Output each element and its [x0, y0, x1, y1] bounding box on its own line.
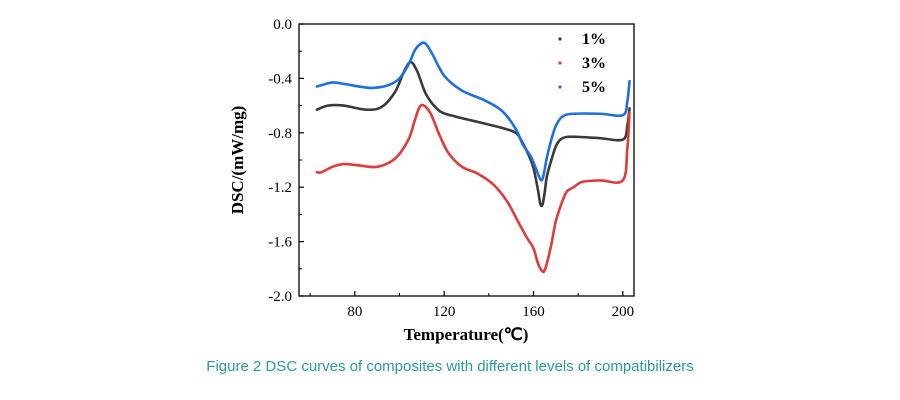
- x-tick-label: 80: [347, 304, 362, 320]
- legend: 1% 3% 5%: [558, 31, 606, 96]
- y-axis-title: DSC/(mW/mg): [228, 106, 247, 215]
- data-series: [315, 41, 631, 274]
- x-axis-title: Temperature(℃): [404, 325, 529, 344]
- legend-marker-1: [558, 37, 562, 41]
- legend-label-2: 3%: [582, 55, 606, 72]
- x-tick-label: 200: [612, 304, 635, 320]
- chart-svg: 80 120 160 200 0.0 -0.4 -0.8 -1.2 -1.6 -2.0 1% 3% 5…: [228, 17, 635, 344]
- series-line-3: [315, 41, 631, 182]
- legend-label-3: 5%: [582, 79, 606, 96]
- series-line-2: [315, 103, 631, 274]
- axis-ticks: 80 120 160 200 0.0 -0.4 -0.8 -1.2 -1.6 -2.0: [268, 17, 634, 320]
- y-tick-label: -0.8: [268, 126, 292, 142]
- legend-marker-3: [558, 85, 562, 89]
- y-tick-label: -2.0: [268, 289, 292, 305]
- y-tick-label: -1.6: [268, 235, 292, 251]
- legend-label-1: 1%: [582, 31, 606, 48]
- y-tick-label: 0.0: [273, 17, 292, 33]
- legend-marker-2: [558, 61, 562, 65]
- y-tick-label: -1.2: [268, 180, 292, 196]
- x-tick-label: 160: [522, 304, 545, 320]
- figure-caption: Figure 2 DSC curves of composites with d…: [206, 358, 694, 375]
- y-tick-label: -0.4: [268, 71, 292, 87]
- dsc-chart: 80 120 160 200 0.0 -0.4 -0.8 -1.2 -1.6 -2.0 1% 3% 5…: [228, 17, 635, 344]
- x-tick-label: 120: [433, 304, 456, 320]
